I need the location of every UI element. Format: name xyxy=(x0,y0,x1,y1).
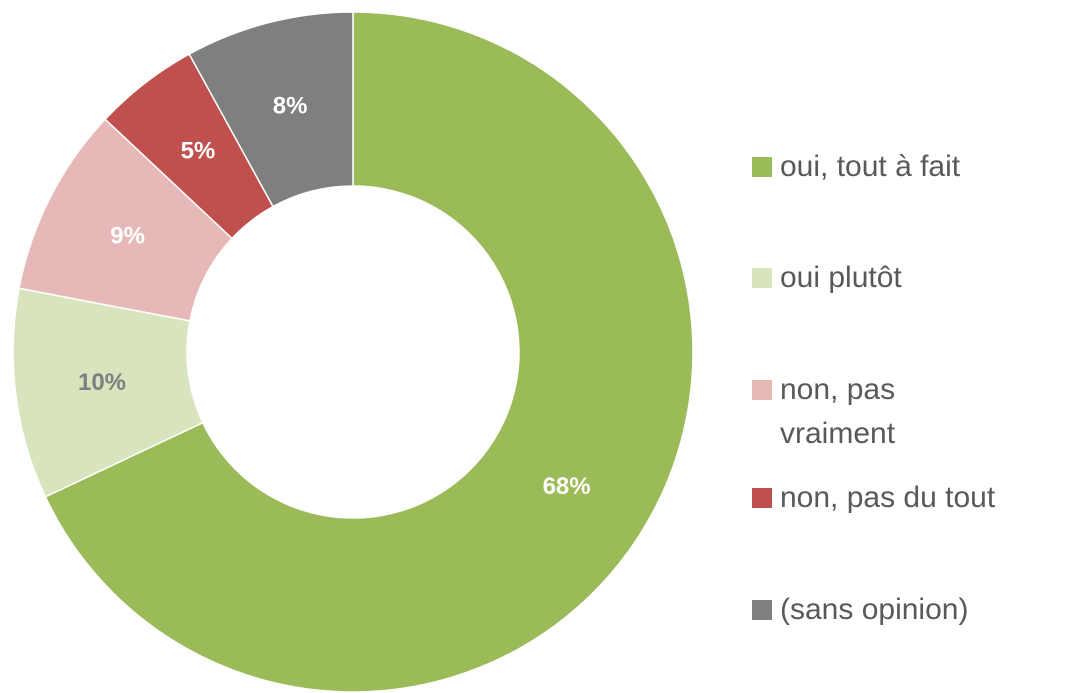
legend-item: non, pas vraiment xyxy=(752,368,952,456)
legend-label: oui plutôt xyxy=(780,261,902,294)
slice xyxy=(188,11,354,208)
data-label: 9% xyxy=(110,222,145,249)
legend-swatch xyxy=(752,488,772,508)
legend-item: oui plutôt xyxy=(752,256,1072,300)
slice xyxy=(44,11,694,693)
legend-swatch xyxy=(752,157,772,177)
legend-item: non, pas du tout xyxy=(752,476,1072,520)
data-label: 68% xyxy=(543,473,591,500)
legend-swatch xyxy=(752,268,772,288)
legend-item: oui, tout à fait xyxy=(752,145,1072,189)
legend-label: (sans opinion) xyxy=(780,593,969,626)
data-label: 8% xyxy=(273,92,308,119)
legend-label: non, pas du tout xyxy=(780,481,996,514)
legend-swatch xyxy=(752,380,772,400)
legend-label: non, pas vraiment xyxy=(780,373,896,450)
legend-label: oui, tout à fait xyxy=(780,150,961,183)
legend-item: (sans opinion) xyxy=(752,588,1072,632)
data-label: 10% xyxy=(78,369,126,396)
data-label: 5% xyxy=(181,137,216,164)
legend-swatch xyxy=(752,600,772,620)
